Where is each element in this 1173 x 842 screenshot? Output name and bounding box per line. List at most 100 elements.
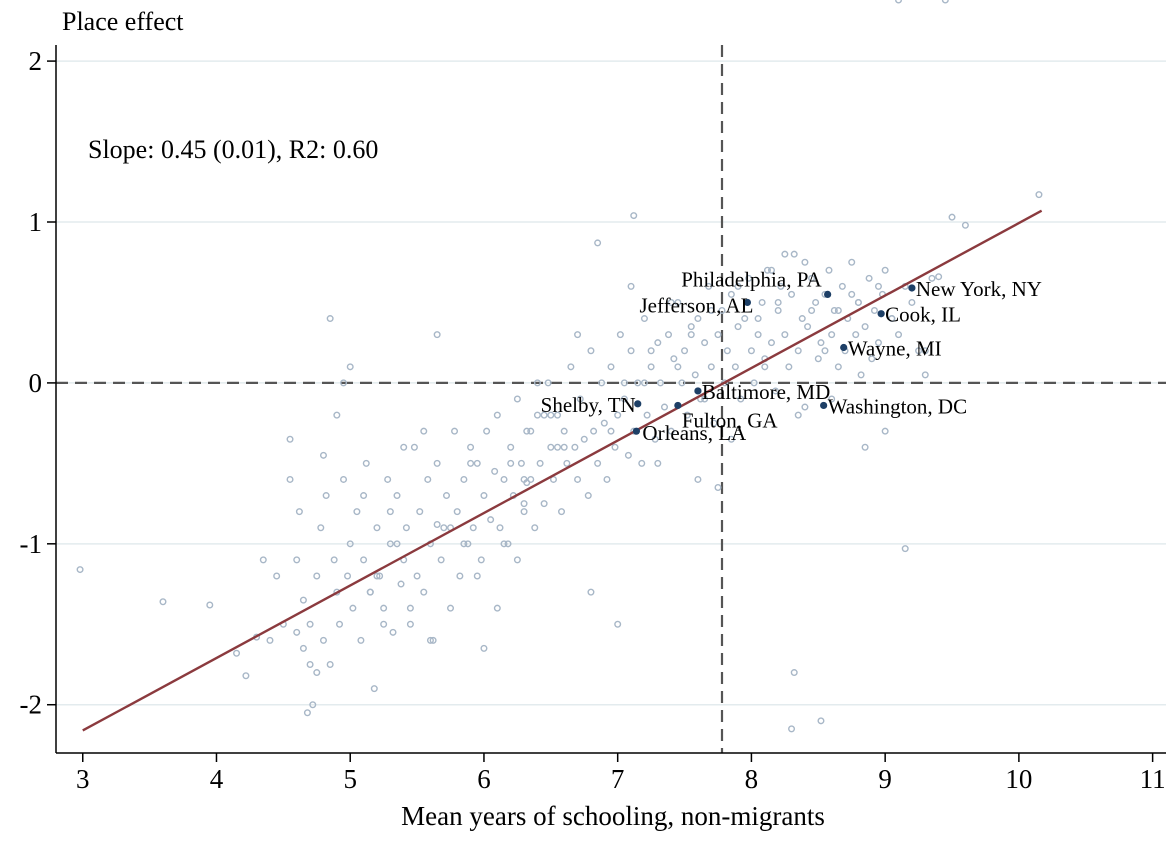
county-point	[584, 492, 592, 500]
county-point	[357, 636, 365, 644]
county-point	[500, 475, 508, 483]
county-point	[376, 572, 384, 580]
county-point	[517, 459, 525, 467]
x-tick-label: 8	[745, 764, 759, 794]
county-point	[825, 266, 833, 274]
county-point	[587, 347, 595, 355]
county-point	[627, 282, 635, 290]
county-point	[469, 524, 477, 532]
county-point	[794, 411, 802, 419]
county-point	[640, 315, 648, 323]
county-point	[493, 411, 501, 419]
county-point	[319, 451, 327, 459]
y-tick-label: -2	[20, 690, 43, 720]
county-point	[600, 419, 608, 427]
county-point	[767, 266, 775, 274]
county-point	[500, 540, 508, 548]
county-point	[643, 411, 651, 419]
county-point	[888, 315, 896, 323]
highlighted-point	[877, 310, 885, 318]
county-point	[402, 524, 410, 532]
y-tick-label: 1	[29, 207, 43, 237]
county-point	[480, 644, 488, 652]
highlighted-point	[824, 290, 832, 299]
county-point	[607, 427, 615, 435]
county-point	[714, 331, 722, 339]
county-point	[266, 636, 274, 644]
county-point	[881, 266, 889, 274]
county-point	[660, 403, 668, 411]
highlighted-point	[908, 284, 916, 292]
county-point	[433, 331, 441, 339]
county-point	[961, 221, 969, 229]
county-point	[921, 371, 929, 379]
county-point	[848, 290, 856, 298]
county-point	[330, 556, 338, 564]
x-axis-title: Mean years of schooling, non-migrants	[401, 801, 825, 831]
y-tick-label: -1	[20, 529, 43, 559]
county-point	[460, 540, 468, 548]
y-tick-label: 2	[29, 46, 43, 76]
point-label: Fulton, GA	[682, 408, 779, 432]
county-point	[567, 363, 575, 371]
county-point	[901, 545, 909, 553]
county-point	[507, 459, 515, 467]
county-point	[777, 282, 785, 290]
county-point	[874, 282, 882, 290]
county-point	[397, 580, 405, 588]
county-point	[607, 363, 615, 371]
county-point	[576, 395, 584, 403]
county-point	[159, 598, 167, 606]
county-point	[707, 307, 715, 315]
x-tick-label: 4	[210, 764, 224, 794]
county-point	[273, 572, 281, 580]
county-point	[935, 273, 943, 281]
county-point	[848, 258, 856, 266]
county-point	[496, 524, 504, 532]
county-point	[513, 556, 521, 564]
county-point	[865, 274, 873, 282]
x-tick-label: 11	[1140, 764, 1166, 794]
county-point	[681, 347, 689, 355]
county-point	[761, 363, 769, 371]
county-point	[420, 588, 428, 596]
county-point	[594, 459, 602, 467]
county-point	[313, 572, 321, 580]
point-label: Orleans, LA	[642, 421, 747, 445]
county-point	[424, 475, 432, 483]
county-point	[694, 475, 702, 483]
county-point	[386, 508, 394, 516]
county-point	[828, 331, 836, 339]
county-point	[616, 331, 624, 339]
county-point	[400, 443, 408, 451]
county-point	[531, 524, 539, 532]
county-point	[808, 274, 816, 282]
county-point	[718, 307, 726, 315]
county-point	[870, 307, 878, 315]
x-tick-label: 3	[76, 764, 90, 794]
county-point	[638, 459, 646, 467]
county-point	[750, 379, 758, 387]
county-point	[520, 508, 528, 516]
point-label: Jefferson, AL	[639, 293, 753, 317]
county-point	[785, 363, 793, 371]
county-point	[554, 443, 562, 451]
county-point	[326, 315, 334, 323]
county-point	[360, 492, 368, 500]
county-point	[353, 508, 361, 516]
county-point	[286, 435, 294, 443]
county-point	[801, 258, 809, 266]
county-point	[598, 379, 606, 387]
county-point	[687, 323, 695, 331]
county-point	[560, 427, 568, 435]
county-point	[908, 298, 916, 306]
county-point	[520, 475, 528, 483]
county-point	[781, 250, 789, 258]
county-point	[410, 443, 418, 451]
county-point	[473, 572, 481, 580]
county-point	[741, 315, 749, 323]
county-point	[464, 540, 472, 548]
county-point	[874, 339, 882, 347]
county-point	[734, 323, 742, 331]
